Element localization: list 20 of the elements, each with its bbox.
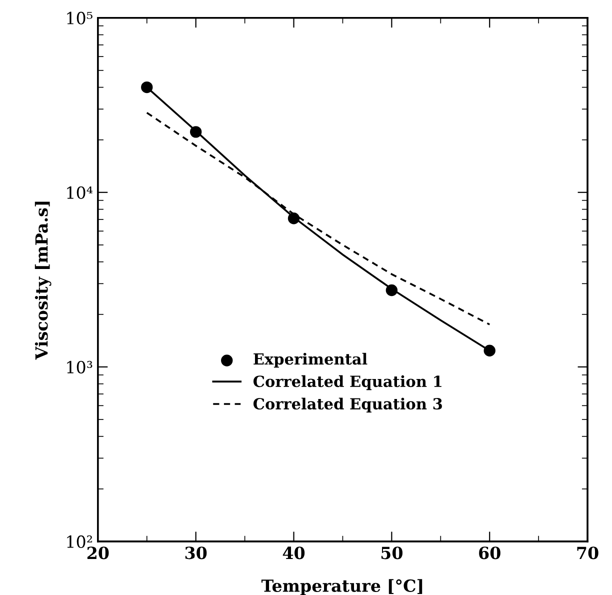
legend-label: Correlated Equation 1 xyxy=(253,375,442,390)
x-tick-label: 40 xyxy=(282,546,305,560)
y-tick-label: 10⁵ xyxy=(67,12,92,24)
x-axis-title: Temperature [°C] xyxy=(261,579,422,595)
y-tick-label: 10³ xyxy=(67,360,92,374)
x-tick-label: 20 xyxy=(87,546,109,560)
y-axis-title: Viscosity [mPa.s] xyxy=(34,202,52,360)
x-tick-label: 50 xyxy=(381,546,402,560)
x-tick-label: 30 xyxy=(185,546,207,560)
point xyxy=(484,344,496,356)
legend-label: Correlated Equation 3 xyxy=(253,398,442,413)
point xyxy=(190,126,202,138)
point xyxy=(141,81,153,94)
x-tick-label: 70 xyxy=(577,546,598,560)
point xyxy=(288,212,300,224)
point xyxy=(386,284,398,296)
legend-label: Experimental xyxy=(254,352,368,368)
y-tick-label: 10² xyxy=(67,535,92,548)
x-tick-label: 60 xyxy=(479,546,500,560)
y-tick-label: 10⁴ xyxy=(67,186,93,199)
